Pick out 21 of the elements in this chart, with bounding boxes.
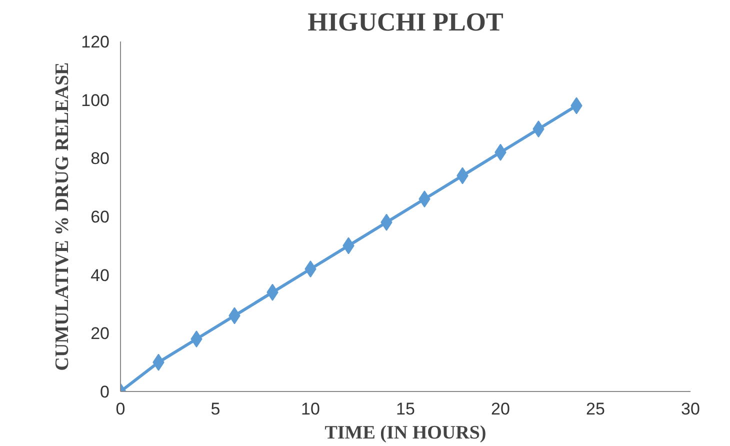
point [304, 260, 316, 278]
point [532, 120, 544, 138]
y-tick-label: 20 [90, 324, 110, 344]
point [190, 330, 202, 348]
chart-title: HIGUCHI PLOT [308, 8, 504, 36]
x-tick-label: 15 [396, 400, 415, 418]
y-tick-label: 60 [90, 208, 110, 226]
y-tick-label: 0 [100, 382, 110, 402]
y-tick-label: 120 [81, 32, 110, 52]
x-tick-label: 5 [210, 400, 220, 418]
x-tick-label: 30 [681, 400, 700, 418]
x-tick-label: 10 [301, 400, 320, 418]
y-tick-label: 40 [90, 266, 110, 285]
y-tick-label: 100 [81, 90, 110, 110]
point [418, 190, 430, 208]
y-tick-label: 80 [90, 149, 110, 168]
y-axis-title: CUMULATIVE % DRUG RELEASE [52, 62, 74, 371]
x-tick-label: 0 [116, 400, 126, 418]
x-tick-label: 25 [586, 400, 605, 418]
x-axis-title: TIME (IN HOURS) [324, 422, 486, 444]
x-tick-label: 20 [491, 400, 510, 418]
